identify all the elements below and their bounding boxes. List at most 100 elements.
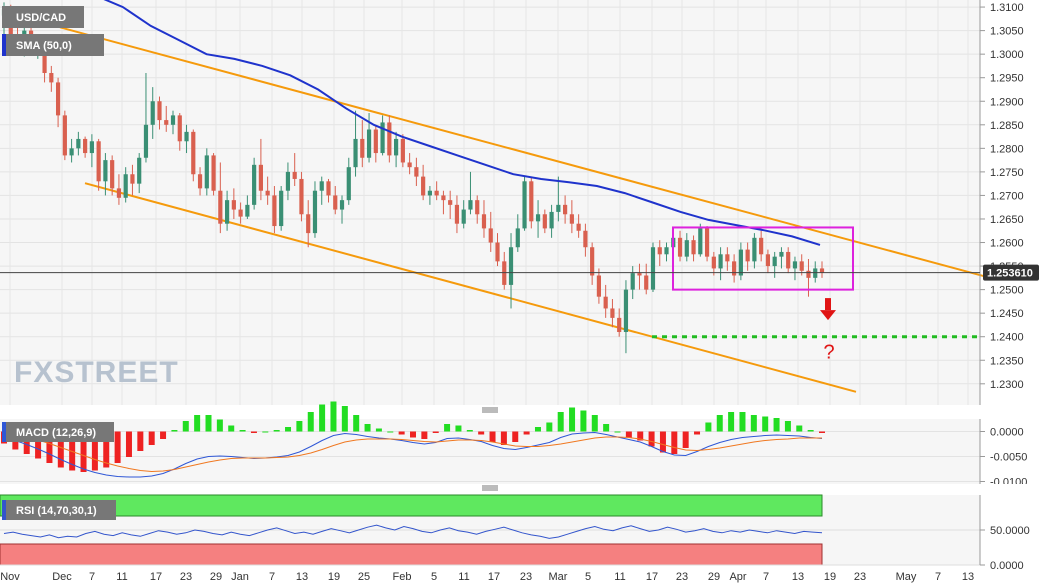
time-tick-label: 29	[210, 571, 222, 583]
candle-bearish	[272, 186, 277, 234]
candle-bearish	[441, 190, 446, 215]
candle-bullish	[468, 171, 473, 215]
macd-hist-bar	[478, 431, 485, 435]
panel-resize-handle-macd[interactable]	[482, 407, 498, 413]
candle-body	[211, 155, 216, 191]
candle-body	[495, 242, 500, 262]
candle-body	[468, 200, 473, 210]
macd-hist-bar	[682, 431, 689, 448]
macd-hist-bar	[250, 431, 257, 433]
candle-body	[400, 138, 405, 163]
panel-resize-handle-rsi[interactable]	[482, 485, 498, 491]
symbol-label: USD/CAD	[2, 6, 84, 28]
macd-hist-bar	[523, 431, 530, 435]
macd-hist-bar	[455, 425, 462, 432]
candle-body	[339, 200, 345, 210]
candle-bearish	[177, 113, 182, 151]
macd-hist-bar	[432, 431, 439, 433]
candle-bearish	[786, 247, 791, 274]
rsi-line	[3, 524, 823, 539]
sma-50-line	[103, 0, 821, 246]
macd-tick-label: 0.0000	[990, 427, 1024, 439]
macd-panel-background	[0, 419, 980, 484]
candle-bullish	[123, 167, 128, 203]
macd-hist-bar	[750, 415, 757, 432]
question-mark: ?	[823, 341, 834, 363]
time-tick-label: 23	[180, 571, 192, 583]
candle-body	[772, 256, 777, 267]
price-tick-label: 1.2600	[990, 238, 1024, 250]
candle-body	[231, 200, 236, 210]
macd-hist-bar	[182, 421, 189, 432]
candle-bullish	[279, 186, 284, 231]
rsi-tick-label: 50.0000	[990, 525, 1030, 537]
macd-hist-bar	[353, 415, 360, 432]
macd-hist-bar	[773, 418, 780, 432]
candle-bearish	[529, 176, 534, 229]
macd-hist-bar	[819, 431, 825, 433]
time-tick-label: 29	[708, 571, 720, 583]
macd-signal-line	[3, 432, 822, 473]
candle-bullish	[772, 251, 777, 278]
down-arrow-icon	[820, 298, 836, 321]
candle-body	[306, 214, 311, 234]
candle-bearish	[238, 202, 243, 224]
candle-body	[258, 164, 263, 191]
candle-body	[177, 115, 182, 142]
candle-bullish	[522, 176, 527, 231]
time-tick-label: 7	[269, 571, 275, 583]
macd-hist-bar	[410, 431, 416, 438]
rsi-line-layer	[3, 524, 823, 539]
down-arrow-shaft	[825, 298, 831, 311]
candle-body	[684, 240, 689, 257]
candle-body	[576, 223, 581, 231]
candlesticks	[1, 2, 825, 354]
candle-bullish	[752, 233, 757, 269]
candle-bearish	[231, 188, 236, 219]
candle-body	[299, 178, 304, 215]
macd-hist-bar	[591, 415, 598, 432]
candle-bearish	[373, 124, 378, 163]
macd-hist-bar	[784, 421, 791, 432]
candle-body	[677, 237, 683, 257]
candle-body	[96, 141, 101, 182]
candle-bullish	[623, 280, 629, 354]
candle-bullish	[89, 134, 94, 168]
macd-hist-bar	[285, 427, 292, 432]
candle-bullish	[170, 110, 176, 135]
candle-bearish	[83, 136, 88, 158]
candle-body	[157, 101, 162, 121]
macd-hist-bar	[512, 431, 519, 442]
price-tick-label: 1.2500	[990, 285, 1024, 297]
candle-bearish	[765, 249, 771, 274]
candle-body	[704, 228, 710, 257]
candle-bearish	[265, 176, 270, 205]
candle-body	[76, 138, 81, 149]
candle-body	[394, 138, 399, 156]
candle-bullish	[143, 72, 149, 163]
macd-hist-bar	[239, 430, 246, 432]
svg-text:USD/CAD: USD/CAD	[16, 12, 66, 24]
candle-bearish	[258, 138, 263, 201]
time-tick-label: 25	[358, 571, 370, 583]
candle-bearish	[454, 195, 460, 234]
candle-body	[522, 181, 527, 229]
time-tick-label: 7	[89, 571, 95, 583]
macd-hist-bar	[137, 431, 144, 451]
candle-bearish	[475, 195, 480, 224]
macd-hist-bar	[603, 424, 610, 432]
candle-bullish	[427, 186, 432, 205]
macd-hist-bar	[125, 431, 132, 457]
candle-bearish	[360, 120, 365, 168]
candle-bearish	[542, 209, 547, 234]
candle-bearish	[55, 77, 61, 128]
macd-hist-bar	[23, 431, 30, 454]
candle-body	[143, 124, 149, 158]
candle-body	[184, 131, 189, 142]
macd-hist-bar	[148, 431, 155, 445]
candle-body	[434, 190, 439, 196]
macd-hist-bar	[466, 430, 473, 432]
candle-bearish	[191, 129, 196, 182]
candle-body	[596, 275, 602, 297]
candle-bearish	[657, 240, 662, 267]
